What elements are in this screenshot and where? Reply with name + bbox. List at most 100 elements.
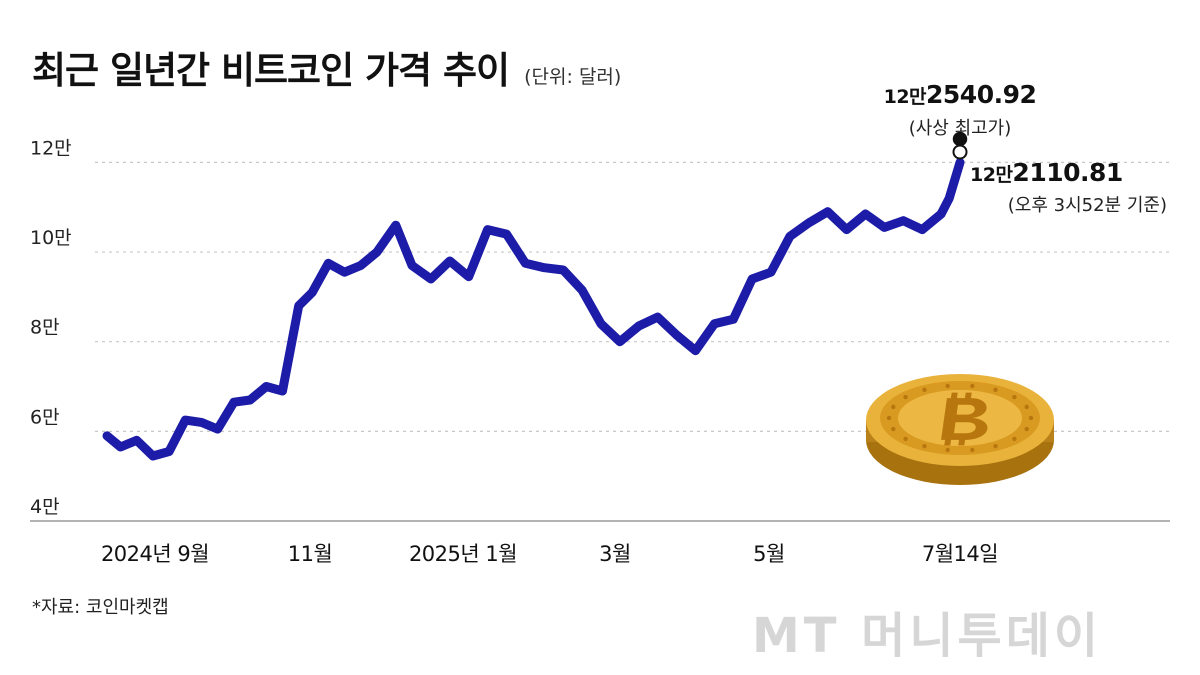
coin-rim-dot <box>922 387 927 393</box>
price-point <box>391 221 400 230</box>
high-value-prefix: 12만 <box>884 86 927 108</box>
price-point <box>785 232 794 241</box>
high-label: (사상 최고가) <box>909 118 1012 139</box>
price-point <box>804 218 813 227</box>
price-point <box>748 275 757 283</box>
coin-rim-dot <box>903 394 908 400</box>
coin-rim-dot <box>945 383 950 389</box>
coin-rim-dot <box>1028 415 1034 421</box>
price-point <box>521 259 530 268</box>
y-tick-label: 6만 <box>30 406 60 428</box>
coin-rim-dot <box>891 404 896 410</box>
price-point <box>324 259 333 268</box>
price-point <box>308 288 317 297</box>
price-point <box>116 443 125 451</box>
price-point <box>502 230 511 239</box>
price-point <box>861 210 870 218</box>
price-point <box>408 261 416 270</box>
price-point <box>653 313 662 322</box>
y-axis-labels: 12만 10만 8만 6만 4만 <box>30 137 72 518</box>
y-tick-label: 4만 <box>30 496 60 518</box>
coin-rim-dot <box>922 443 927 449</box>
y-tick-label: 12만 <box>30 137 72 159</box>
source-note: *자료: 코인마켓캡 <box>32 597 169 618</box>
price-point <box>615 337 624 346</box>
price-point <box>597 319 605 328</box>
y-tick-label: 8만 <box>30 317 60 339</box>
coin-rim-dot <box>993 443 998 449</box>
unit-label: (단위: 달러) <box>524 66 622 88</box>
x-tick-label: 2024년 9월 <box>101 542 209 566</box>
price-point <box>426 275 435 283</box>
price-point <box>372 248 381 257</box>
x-tick-label: 3월 <box>599 542 631 566</box>
coin-rim-dot <box>945 447 950 453</box>
price-point <box>918 225 927 234</box>
price-point <box>165 447 174 456</box>
price-points <box>103 158 964 460</box>
title-row: 최근 일년간 비트코인 가격 추이 (단위: 달러) <box>32 40 621 94</box>
current-price-annotation: 12만2110.81 (오후 3시52분 기준) <box>970 158 1167 216</box>
price-point <box>578 286 587 295</box>
price-point <box>197 418 206 427</box>
price-line <box>102 157 965 461</box>
price-point <box>710 319 719 328</box>
price-point <box>229 398 238 407</box>
price-point <box>899 216 908 225</box>
y-tick-label: 10만 <box>30 227 72 249</box>
coin-rim-dot <box>970 383 975 389</box>
price-point <box>464 272 473 281</box>
bitcoin-coin-icon <box>866 374 1054 485</box>
coin-rim-dot <box>886 415 892 421</box>
coin-rim-dot <box>1012 436 1017 442</box>
price-point <box>246 396 255 404</box>
x-tick-label: 7월14일 <box>922 542 998 566</box>
coin-rim-dot <box>970 447 975 453</box>
coin-rim-dot <box>903 436 908 442</box>
price-point <box>729 315 738 324</box>
x-axis-labels: 2024년 9월 11월 2025년 1월 3월 5월 7월14일 <box>101 542 999 566</box>
svg-text:12만2110.81: 12만2110.81 <box>970 158 1123 187</box>
all-time-high-annotation: 12만2540.92 (사상 최고가) <box>884 80 1037 139</box>
price-point <box>148 452 157 460</box>
price-point <box>767 268 775 277</box>
price-point <box>880 223 889 232</box>
price-point <box>483 225 492 234</box>
current-label: (오후 3시52분 기준) <box>1008 195 1167 216</box>
price-point <box>945 194 954 203</box>
price-point <box>937 210 946 218</box>
current-price-marker <box>952 144 968 160</box>
price-point <box>181 416 190 425</box>
price-point <box>262 382 271 391</box>
price-point <box>559 266 568 274</box>
price-point <box>356 261 365 270</box>
price-point <box>956 158 964 167</box>
current-value-suffix: 2110.81 <box>1012 158 1122 187</box>
publisher-watermark: MT 머니투데이 <box>752 608 1103 664</box>
x-tick-label: 5월 <box>753 542 785 566</box>
price-point <box>842 225 851 234</box>
price-point <box>634 322 643 330</box>
high-value-suffix: 2540.92 <box>926 80 1036 109</box>
price-point <box>132 436 141 445</box>
price-point <box>278 387 287 395</box>
current-value-prefix: 12만 <box>970 164 1013 186</box>
svg-text:12만2540.92: 12만2540.92 <box>884 80 1037 109</box>
x-tick-label: 11월 <box>288 542 333 566</box>
price-point <box>213 425 222 434</box>
coin-rim-dot <box>891 426 896 432</box>
coin-rim-dot <box>993 387 998 393</box>
coin-rim-dot <box>1012 394 1017 400</box>
coin-rim-dot <box>1024 426 1029 432</box>
coin-rim-dot <box>1024 404 1029 410</box>
x-tick-label: 2025년 1월 <box>409 542 517 566</box>
price-point <box>294 301 303 310</box>
chart-title: 최근 일년간 비트코인 가격 추이 <box>32 49 510 92</box>
price-point <box>691 346 700 355</box>
price-point <box>540 263 549 272</box>
price-point <box>103 431 111 440</box>
price-point <box>672 331 681 339</box>
price-point <box>823 207 832 216</box>
